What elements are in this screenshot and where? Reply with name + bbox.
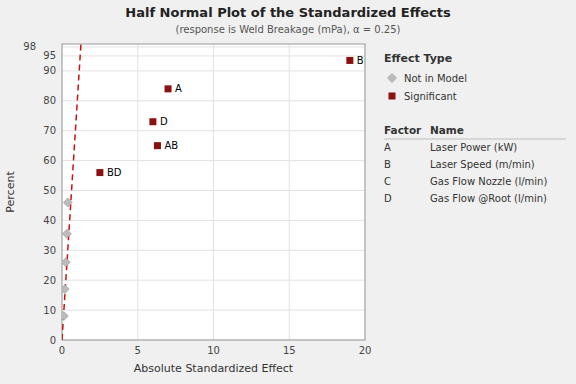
- grid-line: [137, 44, 138, 340]
- chart: Half Normal Plot of the Standardized Eff…: [0, 0, 576, 384]
- grid-line: [62, 280, 365, 281]
- grid-line: [289, 44, 290, 340]
- grid: [62, 44, 365, 340]
- grid-line: [62, 100, 365, 101]
- background: [0, 0, 576, 384]
- tick-label: 70: [43, 125, 56, 136]
- plot-area: [62, 44, 365, 340]
- point-label: B: [357, 55, 364, 66]
- point-label: A: [175, 83, 182, 94]
- grid-line: [62, 190, 365, 191]
- point-label: AB: [164, 140, 178, 151]
- point: [62, 285, 69, 294]
- tick-label: 0: [50, 335, 56, 346]
- table-cell: Gas Flow Nozzle (l/min): [430, 176, 547, 187]
- point: [149, 118, 156, 125]
- subtitle: (response is Weld Breakage (mPa), α = 0.…: [176, 24, 401, 35]
- x-axis-label: Absolute Standardized Effect: [134, 362, 294, 375]
- table-cell: A: [384, 142, 391, 153]
- tick-label: 15: [283, 345, 296, 356]
- grid-line: [62, 130, 365, 131]
- grid-line: [62, 160, 365, 161]
- grid-line: [62, 310, 365, 311]
- point-label: BD: [107, 167, 122, 178]
- tick-label: 30: [43, 245, 56, 256]
- label-layer: B A D AB BD: [107, 55, 364, 178]
- table-cell: Laser Power (kW): [430, 142, 517, 153]
- table-header: Factor: [384, 124, 422, 136]
- legend-marker: [389, 93, 396, 100]
- tick-label: 20: [43, 275, 56, 286]
- point: [96, 169, 103, 176]
- tick-label: 20: [359, 345, 372, 356]
- legend-entry: Not in Model: [404, 73, 467, 84]
- y-axis-label: Percent: [4, 171, 17, 213]
- table-cell: B: [384, 159, 391, 170]
- tick-label: 5: [135, 345, 141, 356]
- point-label: D: [160, 116, 168, 127]
- table-header: Name: [430, 124, 464, 136]
- plot-frame: [62, 44, 365, 340]
- tick-label: 60: [43, 155, 56, 166]
- grid-line: [213, 44, 214, 340]
- legend-title: Effect Type: [384, 52, 452, 65]
- tick-label: 95: [43, 50, 56, 61]
- grid-line: [62, 250, 365, 251]
- tick-label: 50: [43, 185, 56, 196]
- point: [165, 85, 172, 92]
- point: [154, 142, 161, 149]
- point: [346, 57, 353, 64]
- point: [63, 198, 72, 207]
- grid-line: [62, 220, 365, 221]
- tick-label: 10: [43, 305, 56, 316]
- grid-line: [62, 46, 365, 47]
- legend: Effect Type Not in Model Significant: [384, 52, 467, 102]
- table-cell: Laser Speed (m/min): [430, 159, 535, 170]
- table-cell: D: [384, 193, 392, 204]
- grid-line: [62, 70, 365, 71]
- point: [62, 312, 68, 321]
- point: [62, 229, 71, 238]
- table-rule: [384, 139, 566, 140]
- factor-table: Factor Name A Laser Power (kW) B Laser Speed …: [384, 124, 566, 204]
- tick-label: 10: [207, 345, 220, 356]
- tick-label: 80: [43, 95, 56, 106]
- tick-label: 0: [59, 345, 65, 356]
- legend-entry: Significant: [404, 91, 457, 102]
- tick-label: 40: [43, 215, 56, 226]
- grid-line: [62, 55, 365, 56]
- reference-line: [62, 44, 81, 340]
- title: Half Normal Plot of the Standardized Eff…: [125, 5, 451, 20]
- tick-label: 90: [43, 65, 56, 76]
- table-cell: C: [384, 176, 391, 187]
- data-layer: [62, 44, 353, 340]
- table-cell: Gas Flow @Root (l/min): [430, 193, 547, 204]
- legend-marker: [388, 74, 397, 83]
- tick-label: 98: [23, 41, 36, 52]
- point: [62, 258, 70, 267]
